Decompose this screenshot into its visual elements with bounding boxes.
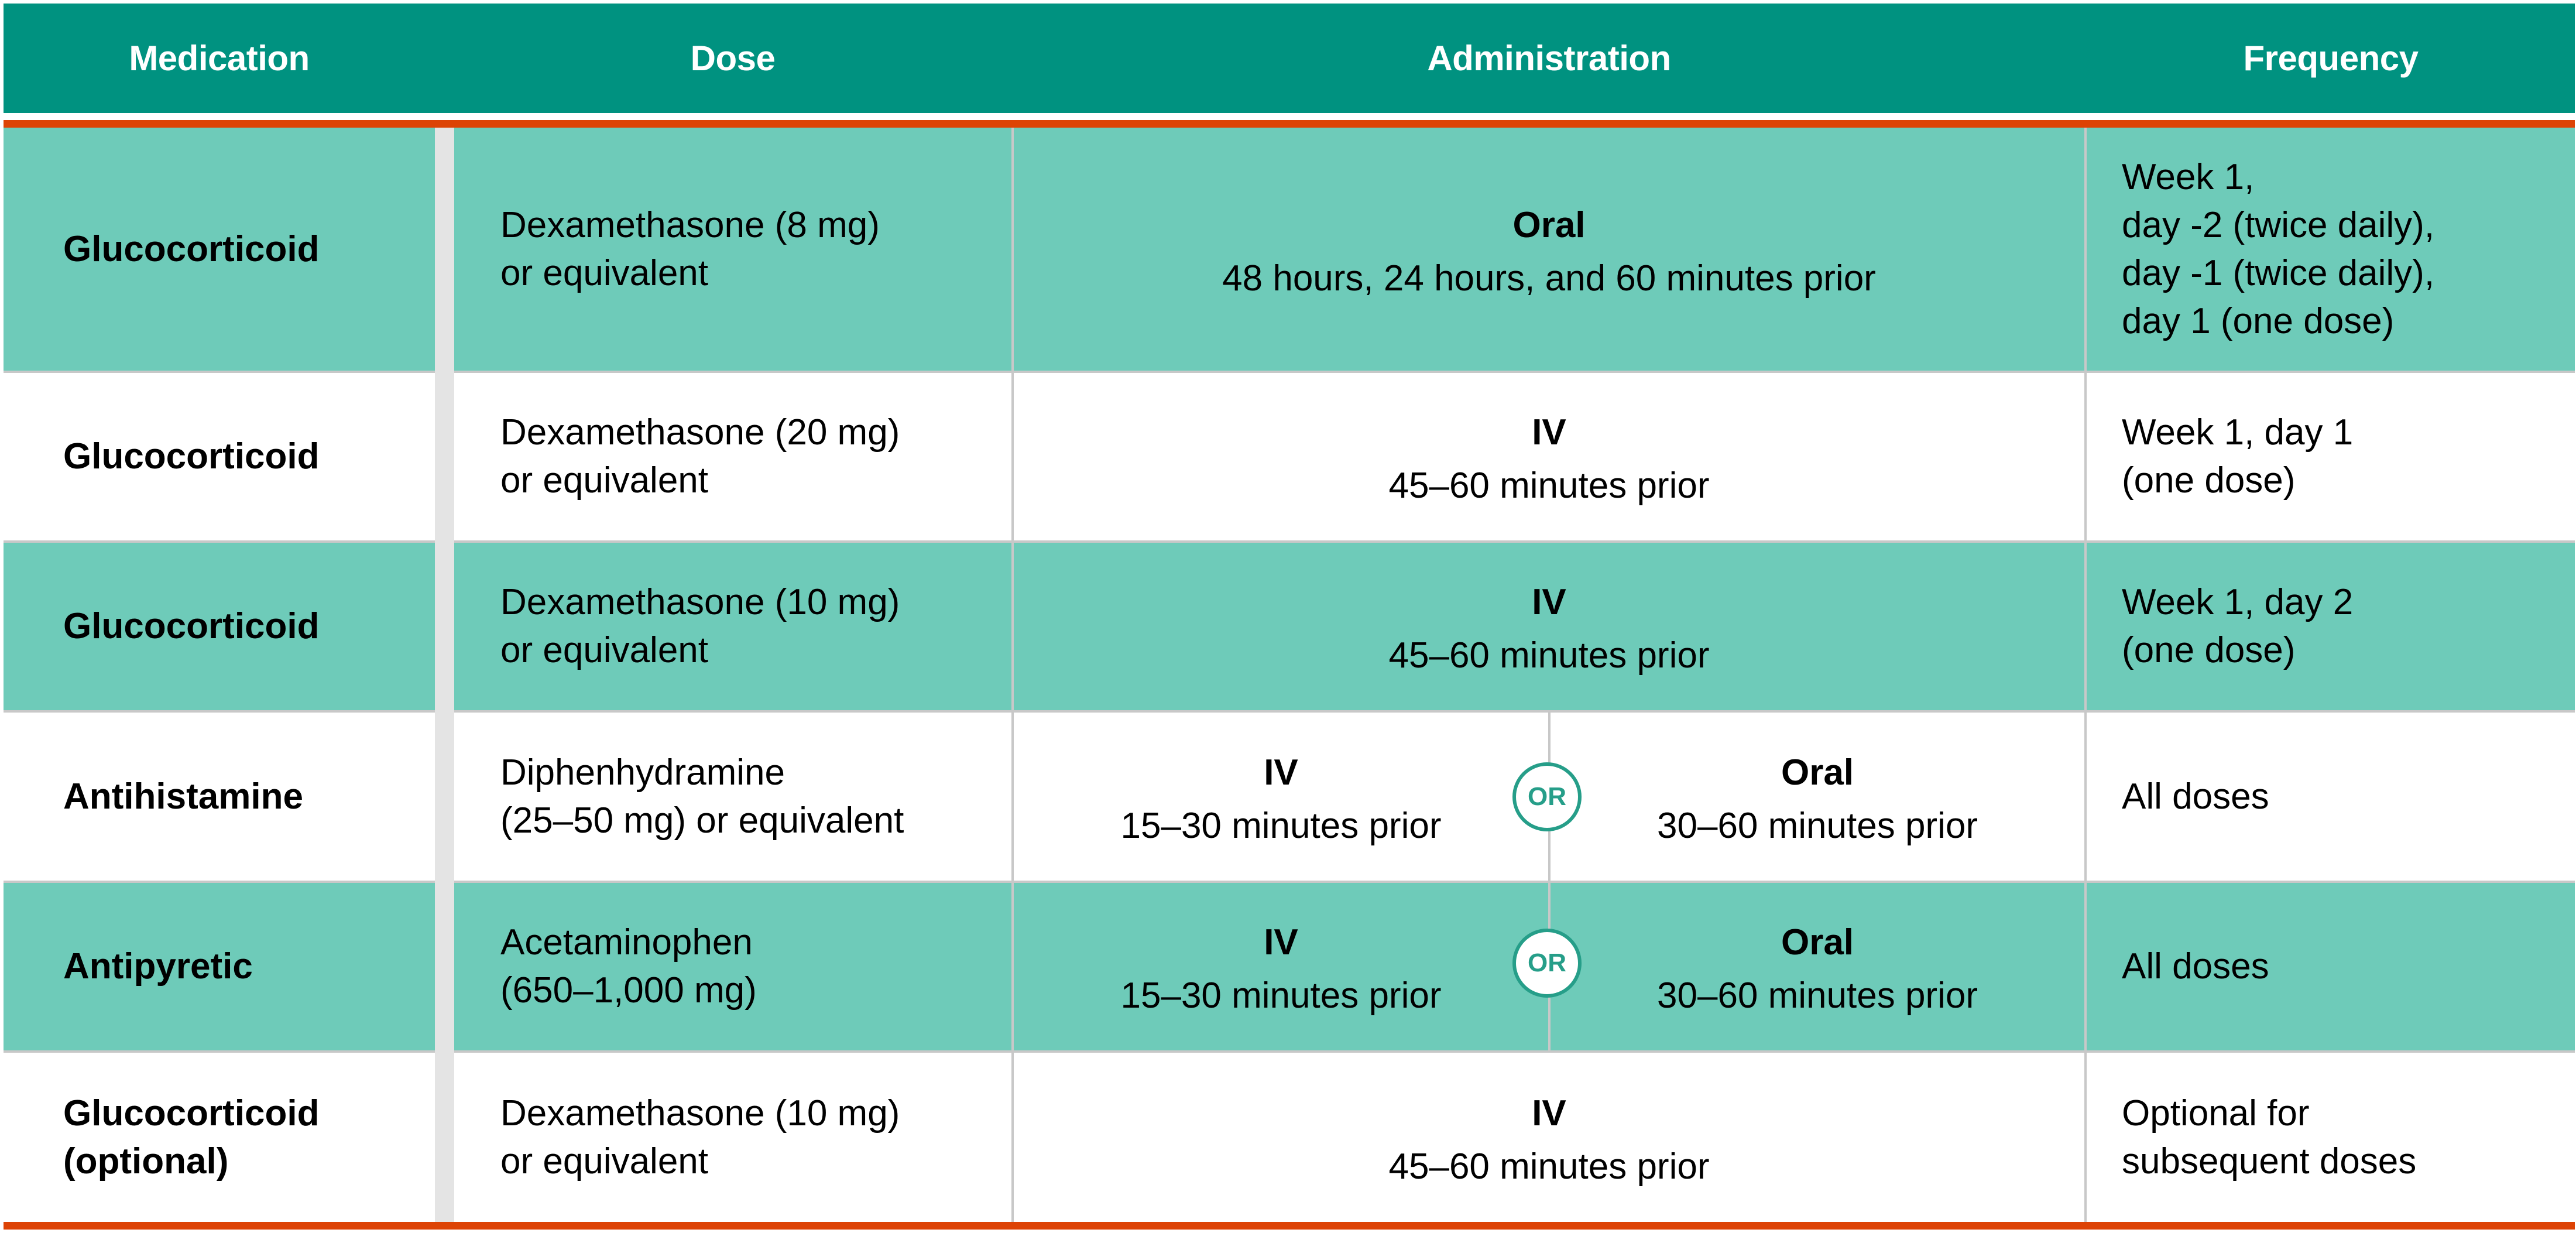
route-label: Oral [1512, 204, 1586, 245]
timing-text: 48 hours, 24 hours, and 60 minutes prior [1222, 258, 1876, 299]
route-label: Oral [1781, 922, 1854, 963]
dose-cell: Dexamethasone (8 mg) or equivalent [500, 128, 1004, 371]
administration-cell: Oral 48 hours, 24 hours, and 60 minutes … [1014, 128, 2084, 371]
frequency-cell: Week 1, day 1 (one dose) [2122, 373, 2567, 540]
dose-line: or equivalent [500, 460, 709, 501]
table-row: Glucocorticoid Dexamethasone (10 mg) or e… [4, 543, 2575, 713]
medication-cell: Antihistamine [63, 713, 426, 881]
dose-column-divider [1011, 128, 1014, 1222]
frequency-line: (one dose) [2122, 630, 2296, 670]
dose-line: Acetaminophen [500, 922, 753, 963]
timing-text: 45–60 minutes prior [1388, 635, 1710, 676]
row-divider [4, 540, 2575, 543]
medication-cell: Glucocorticoid [63, 543, 426, 710]
dose-line: Dexamethasone (10 mg) [500, 1093, 900, 1134]
medication-name: Antipyretic [63, 946, 253, 987]
timing-text: 15–30 minutes prior [1120, 975, 1442, 1016]
administration-cell: IV 45–60 minutes prior [1014, 373, 2084, 540]
administration-option-iv: IV 15–30 minutes prior [1014, 713, 1548, 881]
frequency-line: subsequent doses [2122, 1141, 2417, 1182]
header-administration: Administration [1427, 39, 1671, 78]
timing-text: 30–60 minutes prior [1657, 805, 1978, 846]
frequency-line: Week 1, day 1 [2122, 412, 2354, 453]
timing-text: 30–60 minutes prior [1657, 975, 1978, 1016]
frequency-line: (one dose) [2122, 460, 2296, 501]
frequency-line: day 1 (one dose) [2122, 300, 2395, 341]
frequency-cell: Week 1, day 2 (one dose) [2122, 543, 2567, 710]
table-header: Medication Dose Administration Frequency [4, 4, 2575, 113]
header-frequency: Frequency [2243, 39, 2419, 78]
frequency-line: day -2 (twice daily), [2122, 204, 2435, 245]
administration-cell: IV 45–60 minutes prior [1014, 543, 2084, 710]
medication-cell: Antipyretic [63, 883, 426, 1050]
administration-option-iv: IV 15–30 minutes prior [1014, 883, 1548, 1050]
timing-text: 45–60 minutes prior [1388, 1146, 1710, 1187]
frequency-cell: All doses [2122, 713, 2567, 881]
frequency-cell: All doses [2122, 883, 2567, 1050]
dose-line: Diphenhydramine [500, 752, 785, 793]
row-divider [4, 371, 2575, 373]
medication-name: Glucocorticoid [63, 1093, 320, 1134]
frequency-cell: Week 1, day -2 (twice daily), day -1 (tw… [2122, 128, 2567, 371]
route-label: IV [1532, 582, 1566, 622]
frequency-line: All doses [2122, 776, 2269, 817]
dose-cell: Dexamethasone (10 mg) or equivalent [500, 543, 1004, 710]
or-badge: OR [1512, 762, 1582, 831]
frequency-line: Week 1, [2122, 156, 2255, 197]
header-dose: Dose [690, 39, 776, 78]
administration-option-oral: Oral 30–60 minutes prior [1551, 713, 2084, 881]
dose-line: (25–50 mg) or equivalent [500, 800, 904, 841]
medication-cell: Glucocorticoid [63, 373, 426, 540]
row-divider [4, 1050, 2575, 1053]
table-row: Glucocorticoid Dexamethasone (20 mg) or e… [4, 373, 2575, 543]
route-label: IV [1264, 922, 1298, 963]
dose-line: or equivalent [500, 630, 709, 670]
medication-column-divider [435, 128, 454, 1222]
dose-cell: Dexamethasone (20 mg) or equivalent [500, 373, 1004, 540]
route-label: IV [1532, 1093, 1566, 1134]
frequency-line: Week 1, day 2 [2122, 582, 2354, 622]
footer-accent-rule [4, 1222, 2575, 1230]
dose-line: (650–1,000 mg) [500, 970, 757, 1011]
dose-line: Dexamethasone (10 mg) [500, 582, 900, 622]
administration-column-divider [2084, 128, 2087, 1222]
header-accent-rule [4, 120, 2575, 128]
medication-name: Glucocorticoid [63, 436, 320, 477]
timing-text: 15–30 minutes prior [1120, 805, 1442, 846]
administration-cell: IV 45–60 minutes prior [1014, 1053, 2084, 1222]
dose-line: Dexamethasone (8 mg) [500, 204, 880, 245]
frequency-line: Optional for [2122, 1093, 2310, 1134]
row-divider [4, 710, 2575, 713]
dose-cell: Dexamethasone (10 mg) or equivalent [500, 1053, 1004, 1222]
table-row: Glucocorticoid Dexamethasone (8 mg) or eq… [4, 128, 2575, 373]
frequency-line: All doses [2122, 946, 2269, 987]
table-row: Antipyretic Acetaminophen (650–1,000 mg) … [4, 883, 2575, 1053]
dose-cell: Diphenhydramine (25–50 mg) or equivalent [500, 713, 1004, 881]
route-label: IV [1532, 412, 1566, 453]
medication-name: Glucocorticoid [63, 606, 320, 646]
table-row: Antihistamine Diphenhydramine (25–50 mg) … [4, 713, 2575, 883]
medication-qualifier: (optional) [63, 1141, 229, 1182]
medication-cell: Glucocorticoid (optional) [63, 1053, 426, 1222]
dose-line: Dexamethasone (20 mg) [500, 412, 900, 453]
medication-name: Antihistamine [63, 776, 303, 817]
frequency-cell: Optional for subsequent doses [2122, 1053, 2567, 1222]
medication-cell: Glucocorticoid [63, 128, 426, 371]
dose-cell: Acetaminophen (650–1,000 mg) [500, 883, 1004, 1050]
header-medication: Medication [129, 39, 310, 78]
timing-text: 45–60 minutes prior [1388, 465, 1710, 506]
row-divider [4, 881, 2575, 883]
administration-option-oral: Oral 30–60 minutes prior [1551, 883, 2084, 1050]
route-label: Oral [1781, 752, 1854, 793]
dose-line: or equivalent [500, 252, 709, 293]
dose-line: or equivalent [500, 1141, 709, 1182]
table-row: Glucocorticoid (optional) Dexamethasone (… [4, 1053, 2575, 1222]
route-label: IV [1264, 752, 1298, 793]
frequency-line: day -1 (twice daily), [2122, 252, 2435, 293]
medication-name: Glucocorticoid [63, 228, 320, 269]
administration-split-divider [1548, 713, 1551, 1053]
or-badge: OR [1512, 929, 1582, 998]
